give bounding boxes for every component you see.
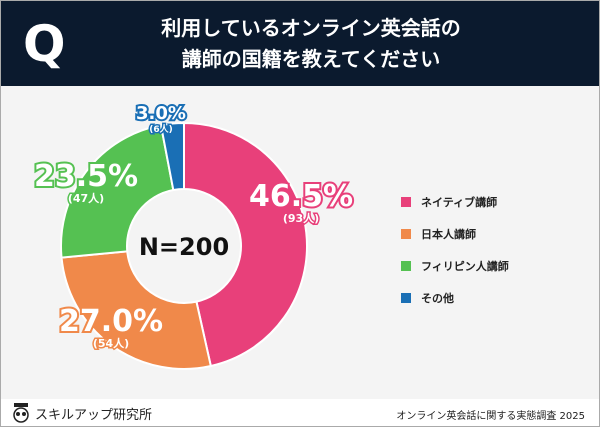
source-text: オンライン英会話に関する実態調査 2025 <box>396 411 585 422</box>
count-label: (47人) <box>68 191 104 205</box>
value-label: 27.0% <box>59 304 163 339</box>
legend-item: ネイティブ講師 <box>401 186 509 218</box>
slice-3 <box>159 121 185 192</box>
donut-chart: N=200 46.5%(93人) 27.0%(54人) 23.5%(47人) 3.0%(… <box>32 101 355 370</box>
legend-swatch <box>401 293 411 303</box>
legend-label: 日本人講師 <box>421 228 476 241</box>
owl-logo-icon <box>13 403 29 423</box>
value-label: 3.0% <box>136 103 186 124</box>
legend-label: フィリピン人講師 <box>421 260 509 273</box>
value-label: 46.5% <box>249 179 353 214</box>
count-label: (6人) <box>149 123 173 135</box>
count-label: (93人) <box>283 211 319 225</box>
title-line-2: 講師の国籍を教えてください <box>181 47 441 71</box>
slice-2 <box>60 124 175 259</box>
legend-item: その他 <box>401 282 509 314</box>
legend-swatch <box>401 229 411 239</box>
slice-0 <box>183 121 309 368</box>
center-label: N=200 <box>139 233 229 261</box>
legend-swatch <box>401 197 411 207</box>
legend: ネイティブ講師 日本人講師フィリピン人講師 その他 <box>401 186 509 314</box>
brand-name: スキルアップ研究所 <box>35 408 153 423</box>
title-line-1: 利用しているオンライン英会話の <box>161 16 461 40</box>
legend-label: ネイティブ講師 <box>421 196 498 209</box>
slice-1 <box>60 250 213 370</box>
header: Q 利用しているオンライン英会話の 講師の国籍を教えてください <box>1 1 599 86</box>
legend-swatch <box>401 261 411 271</box>
q-mark: Q <box>23 15 66 73</box>
legend-item: 日本人講師 <box>401 218 509 250</box>
legend-item: フィリピン人講師 <box>401 250 509 282</box>
page-title: 利用しているオンライン英会話の 講師の国籍を教えてください <box>111 13 511 75</box>
legend-label: その他 <box>421 292 454 305</box>
footer: スキルアップ研究所 オンライン英会話に関する実態調査 2025 <box>1 399 599 426</box>
value-label: 23.5% <box>34 159 138 194</box>
count-label: (54人) <box>93 336 129 350</box>
